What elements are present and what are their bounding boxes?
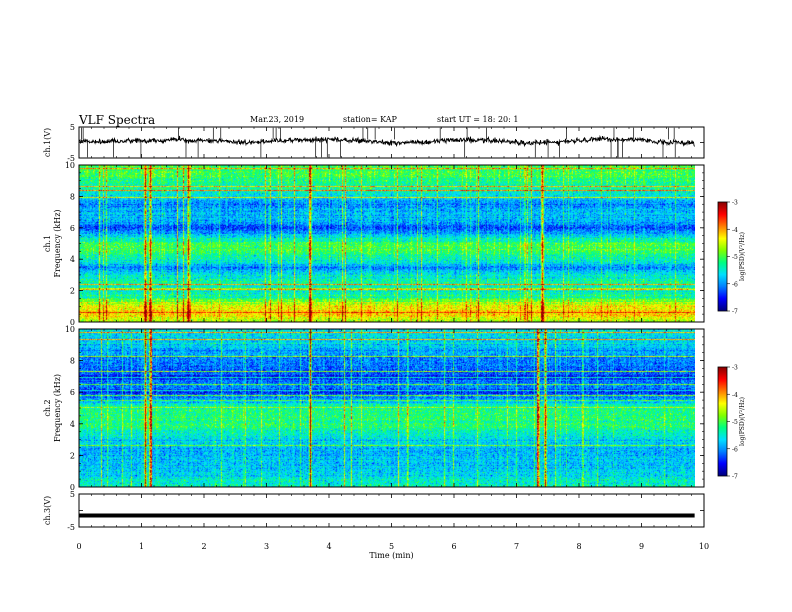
y-tick-label: 8 bbox=[70, 357, 75, 366]
colorbar-tick-label: -6 bbox=[732, 446, 738, 453]
ch2-spectrogram-panel: 0 2 4 6 8 10 ch.2 Frequency (kHz) -3 -4 -5 -6 -7 log(… bbox=[43, 325, 746, 492]
y-tick-label: 10 bbox=[65, 161, 75, 170]
x-tick-label: 0 bbox=[76, 542, 81, 551]
colorbar-label: log(PSD)(V²/Hz) bbox=[739, 397, 746, 446]
colorbar-tick-label: -7 bbox=[732, 474, 738, 481]
x-tick-label: 5 bbox=[389, 542, 394, 551]
channel-label: ch.2 bbox=[43, 399, 52, 416]
date-label: Mar.23, 2019 bbox=[250, 115, 305, 124]
colorbar-label: log(PSD)(V²/Hz) bbox=[739, 232, 746, 281]
y-tick-label: 10 bbox=[65, 325, 75, 334]
x-tick-label: 9 bbox=[639, 542, 644, 551]
x-tick-label: 6 bbox=[451, 542, 456, 551]
y-tick-label: 4 bbox=[70, 420, 75, 429]
ch2-spectrogram-panel-colorbar: -3 -4 -5 -6 -7 log(PSD)(V²/Hz) bbox=[717, 365, 746, 481]
colorbar-tick-label: -4 bbox=[732, 227, 738, 234]
colorbar-tick-label: -6 bbox=[732, 281, 738, 288]
y-tick-label: 4 bbox=[70, 255, 75, 264]
x-tick-label: 7 bbox=[514, 542, 519, 551]
y-tick-label: 6 bbox=[70, 388, 75, 397]
ch1-spectrogram-panel: 0 2 4 6 8 10 ch.1 Frequency (kHz) -3 -4 -5 -6 -7 log(… bbox=[43, 161, 746, 327]
station-label: station= KAP bbox=[343, 115, 397, 124]
y-tick-label: 6 bbox=[70, 224, 75, 233]
colorbar-gradient bbox=[718, 367, 727, 476]
colorbar-tick-label: -3 bbox=[732, 200, 738, 207]
colorbar-gradient bbox=[718, 202, 727, 311]
y-tick-label: -5 bbox=[67, 154, 75, 163]
channel-label: ch.1 bbox=[43, 235, 52, 252]
ch1-waveform-panel: 5 -5 ch.1(V) bbox=[43, 123, 705, 163]
y-tick-label: 5 bbox=[70, 490, 75, 499]
y-tick-label: 8 bbox=[70, 192, 75, 201]
spectrogram-image bbox=[79, 165, 695, 322]
y-tick-label: 5 bbox=[70, 123, 75, 132]
y-tick-label: 2 bbox=[70, 287, 75, 296]
y-tick-label: -5 bbox=[67, 523, 75, 532]
ch1-spectrogram-panel-colorbar: -3 -4 -5 -6 -7 log(PSD)(V²/Hz) bbox=[717, 200, 746, 316]
colorbar-tick-label: -3 bbox=[732, 365, 738, 372]
x-tick-label: 1 bbox=[139, 542, 144, 551]
y-axis-label: Frequency (kHz) bbox=[53, 374, 62, 442]
colorbar-tick-label: -4 bbox=[732, 392, 738, 399]
start-time-label: start UT = 18: 20: 1 bbox=[437, 115, 519, 124]
y-axis-label: ch.3(V) bbox=[43, 496, 52, 525]
y-tick-label: 2 bbox=[70, 451, 75, 460]
y-axis-label: ch.1(V) bbox=[43, 128, 52, 157]
x-tick-label: 8 bbox=[576, 542, 581, 551]
chart-title: VLF Spectra bbox=[79, 113, 156, 127]
spectrogram-image bbox=[79, 329, 695, 487]
x-tick-label: 4 bbox=[326, 542, 331, 551]
y-tick-label: 0 bbox=[70, 483, 75, 492]
y-axis-label: Frequency (kHz) bbox=[53, 209, 62, 277]
x-tick-label: 2 bbox=[201, 542, 206, 551]
colorbar-tick-label: -5 bbox=[732, 254, 738, 261]
colorbar-tick-label: -5 bbox=[732, 419, 738, 426]
y-tick-label: 0 bbox=[70, 318, 75, 327]
panel-frame bbox=[78, 493, 705, 528]
x-tick-label: 10 bbox=[699, 542, 709, 551]
colorbar-tick-label: -7 bbox=[732, 309, 738, 316]
x-axis-label: Time (min) bbox=[369, 551, 413, 560]
ch3-waveform-panel: 5 -5 ch.3(V) 0 1 2 3 4 5 6 7 8 9 10 Time (min) bbox=[43, 490, 709, 560]
x-tick-label: 3 bbox=[264, 542, 269, 551]
waveform-trace bbox=[78, 134, 695, 148]
